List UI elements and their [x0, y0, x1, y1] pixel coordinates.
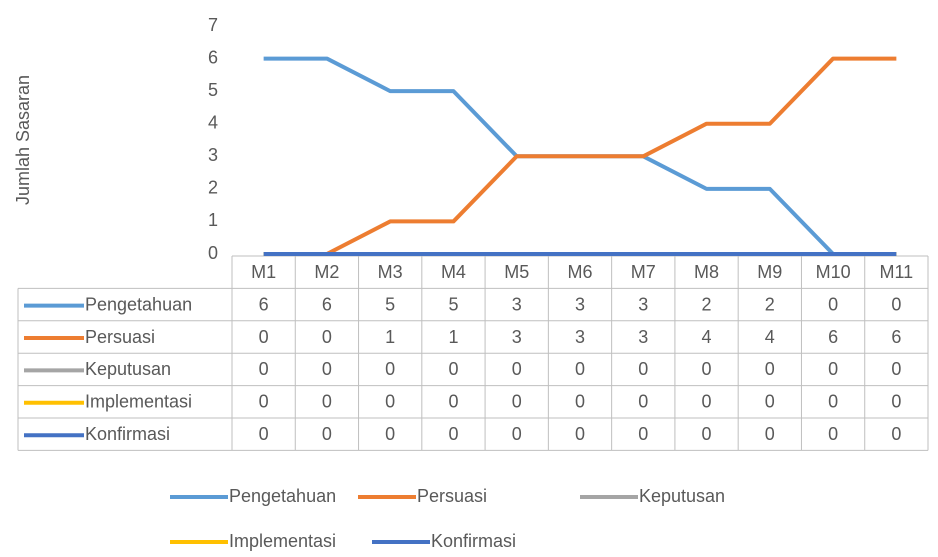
table-value: 3	[512, 294, 522, 314]
legend-label: Keputusan	[639, 486, 725, 506]
table-value: 0	[322, 392, 332, 412]
table-value: 2	[765, 294, 775, 314]
table-series-name: Pengetahuan	[85, 294, 192, 314]
table-value: 6	[322, 294, 332, 314]
table-value: 6	[891, 327, 901, 347]
x-tick-label: M11	[880, 262, 914, 282]
table-value: 0	[385, 359, 395, 379]
table-series-name: Konfirmasi	[85, 424, 170, 444]
x-tick-label: M5	[504, 262, 529, 282]
table-value: 0	[891, 392, 901, 412]
table-value: 0	[765, 424, 775, 444]
x-tick-label: M1	[251, 262, 276, 282]
table-value: 0	[575, 424, 585, 444]
y-tick-label: 5	[208, 80, 218, 100]
table-value: 0	[828, 424, 838, 444]
table-value: 0	[259, 424, 269, 444]
table-value: 0	[638, 424, 648, 444]
table-value: 0	[891, 294, 901, 314]
table-value: 0	[828, 392, 838, 412]
x-tick-label: M2	[314, 262, 339, 282]
table-value: 4	[702, 327, 712, 347]
table-value: 0	[512, 392, 522, 412]
table-value: 0	[512, 424, 522, 444]
x-tick-label: M10	[816, 262, 851, 282]
y-tick-label: 6	[208, 47, 218, 67]
legend-label: Persuasi	[417, 486, 487, 506]
table-value: 5	[448, 294, 458, 314]
table-value: 0	[765, 359, 775, 379]
table-value: 3	[638, 294, 648, 314]
table-value: 3	[512, 327, 522, 347]
table-value: 0	[828, 359, 838, 379]
x-tick-label: M9	[757, 262, 782, 282]
table-value: 0	[512, 359, 522, 379]
table-value: 0	[765, 392, 775, 412]
y-tick-label: 0	[208, 243, 218, 263]
table-value: 0	[448, 359, 458, 379]
table-value: 0	[448, 392, 458, 412]
table-value: 0	[385, 424, 395, 444]
table-value: 0	[322, 424, 332, 444]
x-tick-label: M8	[694, 262, 719, 282]
table-value: 0	[638, 359, 648, 379]
table-value: 1	[385, 327, 395, 347]
legend-label: Implementasi	[229, 531, 336, 551]
series-line	[263, 56, 897, 256]
table-value: 0	[575, 359, 585, 379]
x-tick-label: M3	[378, 262, 403, 282]
x-tick-label: M7	[631, 262, 656, 282]
table-value: 5	[385, 294, 395, 314]
table-value: 0	[702, 424, 712, 444]
legend-label: Pengetahuan	[229, 486, 336, 506]
table-value: 0	[702, 392, 712, 412]
y-axis-title: Jumlah Sasaran	[13, 75, 33, 205]
table-value: 3	[638, 327, 648, 347]
table-value: 3	[575, 327, 585, 347]
legend-label: Konfirmasi	[431, 531, 516, 551]
table-value: 0	[891, 359, 901, 379]
table-value: 1	[448, 327, 458, 347]
y-tick-label: 4	[208, 112, 218, 132]
y-tick-label: 1	[208, 210, 218, 230]
table-value: 0	[259, 327, 269, 347]
x-tick-label: M4	[441, 262, 466, 282]
table-value: 6	[259, 294, 269, 314]
table-value: 6	[828, 327, 838, 347]
table-value: 3	[575, 294, 585, 314]
table-series-name: Implementasi	[85, 392, 192, 412]
table-value: 0	[891, 424, 901, 444]
y-tick-label: 2	[208, 178, 218, 198]
table-series-name: Keputusan	[85, 359, 171, 379]
table-value: 0	[322, 327, 332, 347]
table-value: 4	[765, 327, 775, 347]
table-value: 0	[448, 424, 458, 444]
x-tick-label: M6	[567, 262, 592, 282]
table-value: 0	[385, 392, 395, 412]
y-tick-label: 3	[208, 145, 218, 165]
table-series-name: Persuasi	[85, 327, 155, 347]
table-value: 0	[638, 392, 648, 412]
table-value: 2	[702, 294, 712, 314]
table-value: 0	[259, 392, 269, 412]
table-value: 0	[322, 359, 332, 379]
table-value: 0	[828, 294, 838, 314]
table-value: 0	[259, 359, 269, 379]
table-value: 0	[702, 359, 712, 379]
y-tick-label: 7	[208, 15, 218, 35]
table-value: 0	[575, 392, 585, 412]
